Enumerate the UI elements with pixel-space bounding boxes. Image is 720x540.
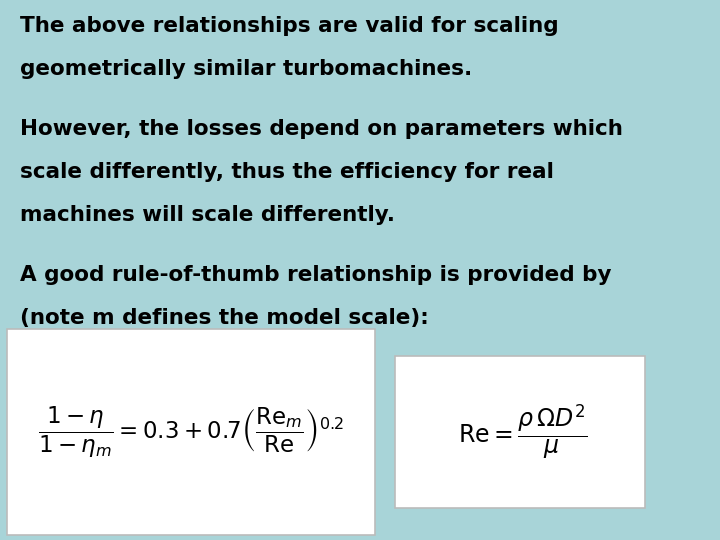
FancyBboxPatch shape (395, 356, 645, 508)
Text: $\dfrac{1-\eta}{1-\eta_m} = 0.3 + 0.7\left(\dfrac{\mathrm{Re}_m}{\mathrm{Re}}\ri: $\dfrac{1-\eta}{1-\eta_m} = 0.3 + 0.7\le… (38, 404, 344, 460)
Text: However, the losses depend on parameters which: However, the losses depend on parameters… (19, 119, 623, 139)
Text: machines will scale differently.: machines will scale differently. (19, 205, 395, 225)
Text: A good rule-of-thumb relationship is provided by: A good rule-of-thumb relationship is pro… (19, 265, 611, 285)
Text: scale differently, thus the efficiency for real: scale differently, thus the efficiency f… (19, 162, 554, 182)
Text: geometrically similar turbomachines.: geometrically similar turbomachines. (19, 59, 472, 79)
Text: $\mathrm{Re} = \dfrac{\rho\,\Omega D^2}{\mu}$: $\mathrm{Re} = \dfrac{\rho\,\Omega D^2}{… (459, 403, 588, 461)
Text: The above relationships are valid for scaling: The above relationships are valid for sc… (19, 16, 559, 36)
Text: (note m defines the model scale):: (note m defines the model scale): (19, 308, 428, 328)
FancyBboxPatch shape (6, 329, 375, 535)
